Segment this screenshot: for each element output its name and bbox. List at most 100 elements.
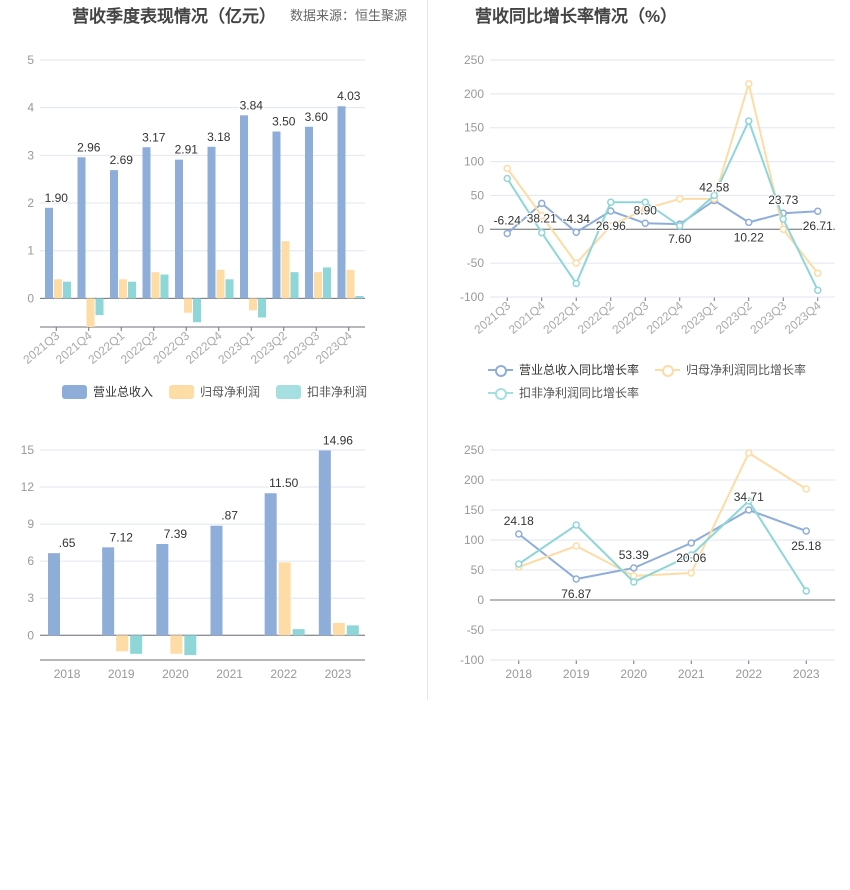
annual-point [572, 575, 580, 583]
legend-line-icon [655, 363, 681, 377]
x-year-label: 2018 [54, 667, 81, 681]
bar-2 [63, 281, 71, 299]
quarterly-point [503, 174, 511, 183]
left-chart-title: 营收季度表现情况（亿元） [72, 7, 276, 26]
bar-label: 3.84 [240, 98, 264, 112]
annual-point [745, 497, 753, 505]
quarterly-y-tick-label: 200 [464, 87, 484, 101]
legend-net-profit[interactable]: 归母净利润 [169, 383, 260, 400]
quarterly-x-tick-label: 2022Q1 [540, 298, 582, 336]
bar-2 [225, 279, 234, 299]
annual-bar-2 [184, 635, 197, 656]
legend-swatch [169, 384, 195, 399]
quarterly-point [641, 219, 649, 228]
annual-bar-label: .87 [221, 509, 238, 523]
quarterly-x-tick-label: 2022Q2 [575, 298, 617, 336]
data-source: 数据来源：恒生聚源 [290, 8, 408, 23]
x-year-label: 2022 [270, 667, 297, 681]
annual-point [745, 506, 753, 514]
legend-revenue-growth[interactable]: 营业总收入同比增长率 [488, 361, 639, 378]
annual-point-label: 20.06 [676, 551, 706, 565]
quarterly-point [538, 199, 546, 208]
x-year-label: 2018 [505, 667, 532, 681]
legend-deducted-profit-growth[interactable]: 扣非净利润同比增长率 [488, 384, 639, 401]
bar-2 [128, 281, 136, 299]
quarterly-point-label: 8.90 [634, 203, 658, 217]
annual-line-2 [518, 499, 808, 592]
y-tick-label: 4 [27, 101, 34, 115]
quarterly-point [745, 117, 753, 125]
annual-bar-label: 11.50 [269, 476, 298, 490]
bar-label: 3.18 [207, 130, 231, 144]
annual-bar-0 [48, 553, 60, 636]
legend-deducted-profit[interactable]: 扣非净利润 [276, 383, 367, 400]
quarterly-line-1 [506, 79, 819, 274]
bar-1 [151, 272, 160, 299]
right-chart-title: 营收同比增长率情况（%） [475, 7, 678, 26]
annual-y-tick-label: 0 [477, 593, 484, 607]
annual-bar-2 [346, 625, 359, 636]
bar-2 [290, 272, 299, 299]
annual-point [802, 587, 810, 595]
annual-line-1 [518, 451, 807, 578]
legend-label: 扣非净利润 [307, 385, 368, 399]
x-year-label: 2019 [108, 667, 135, 681]
legend-revenue[interactable]: 营业总收入 [62, 383, 153, 400]
annual-point [515, 530, 523, 538]
annual-point-label: 25.18 [791, 539, 821, 553]
annual-y-tick-label: 12 [21, 480, 35, 494]
quarterly-x-tick-label: 2022Q4 [644, 298, 686, 336]
annual-y-tick-label: 100 [464, 533, 484, 547]
quarterly-point [607, 222, 615, 230]
quarterly-point-label: 26.96 [596, 219, 626, 233]
x-year-label: 2022 [735, 667, 762, 681]
annual-bar-0 [264, 493, 277, 636]
quarterly-point-label: 10.22 [734, 230, 764, 244]
bar-1 [119, 279, 127, 299]
legend-net-profit-growth[interactable]: 归母净利润同比增长率 [655, 361, 806, 378]
bar-1 [216, 269, 225, 299]
bar-0 [207, 146, 216, 299]
right-legend: 营业总收入同比增长率 归母净利润同比增长率 扣非净利润同比增长率 [488, 361, 828, 401]
quarterly-point [503, 229, 511, 238]
quarterly-y-tick-label: 50 [471, 188, 485, 202]
annual-bar-0 [156, 544, 169, 636]
x-year-label: 2023 [793, 667, 820, 681]
annual-point [572, 542, 580, 550]
annual-point [572, 521, 580, 529]
legend-label: 归母净利润同比增长率 [686, 363, 807, 377]
quarterly-x-tick-label: 2021Q4 [506, 298, 548, 336]
legend-label: 扣非净利润同比增长率 [519, 386, 640, 400]
annual-bar-1 [170, 635, 183, 654]
annual-y-tick-label: 150 [464, 503, 484, 517]
legend-swatch [62, 384, 87, 399]
bar-1 [314, 272, 322, 299]
bar-2 [355, 296, 364, 299]
annual-bar-label: 14.96 [323, 433, 353, 447]
annual-point [802, 527, 810, 535]
annual-y-tick-label: -50 [467, 623, 485, 637]
quarterly-point-label: 42.58 [699, 180, 729, 194]
annual-y-tick-label: 250 [464, 443, 484, 457]
annual-bar-2 [292, 629, 305, 636]
annual-y-tick-label: 200 [464, 473, 484, 487]
bar-label: 2.69 [110, 153, 134, 167]
quarterly-y-tick-label: 0 [477, 222, 484, 236]
y-tick-label: 2 [27, 196, 34, 210]
quarterly-point [572, 259, 580, 267]
x-year-label: 2020 [162, 667, 189, 681]
quarterly-x-tick-label: 2023Q3 [747, 298, 789, 336]
bar-2 [95, 298, 104, 316]
bar-1 [281, 241, 290, 299]
quarterly-point-label: -6.24 [494, 214, 522, 228]
bar-0 [142, 147, 151, 299]
left-legend: 营业总收入 归母净利润 扣非净利润 [62, 383, 367, 400]
annual-y-tick-label: 50 [471, 563, 485, 577]
bar-label: 3.50 [272, 115, 296, 129]
bar-1 [54, 279, 62, 299]
annual-bar-label: 7.12 [110, 530, 134, 544]
quarterly-point [607, 198, 615, 206]
bar-label: 1.90 [45, 191, 69, 205]
y-tick-label: 5 [27, 53, 34, 67]
bar-2 [193, 298, 201, 323]
